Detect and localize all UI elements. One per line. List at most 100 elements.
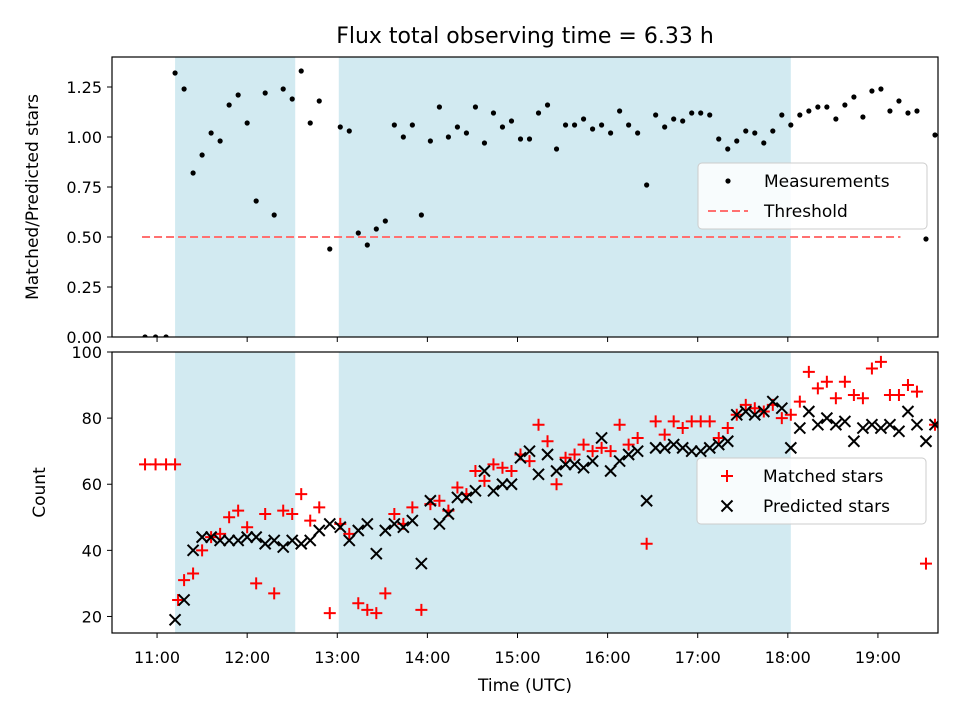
matched-star-point <box>295 488 308 501</box>
matched-star-point <box>415 603 428 616</box>
x-tick-label: 14:00 <box>404 648 450 667</box>
legend-label: Matched stars <box>763 467 883 487</box>
matched-star-point <box>820 375 833 388</box>
matched-star-point <box>523 455 536 468</box>
predicted-star-point <box>838 415 852 428</box>
measurement-point <box>932 132 938 138</box>
top-y-tick-label: 0.50 <box>66 228 102 247</box>
measurement-point <box>544 102 551 108</box>
measurement-point <box>698 110 704 116</box>
bottom-observing-interval-0 <box>175 352 296 633</box>
matched-star-point <box>811 382 824 395</box>
predicted-star-point <box>496 478 509 491</box>
predicted-star-point <box>295 537 308 550</box>
matched-star-point <box>343 527 356 540</box>
top-legend: Measurements Threshold <box>697 162 928 230</box>
measurement-point <box>662 124 668 130</box>
measurement-point <box>553 146 560 152</box>
predicted-star-point <box>613 454 626 468</box>
matched-star-point <box>223 511 236 524</box>
measurement-point <box>508 118 515 124</box>
predicted-star-point <box>323 517 336 531</box>
matched-star-point <box>361 603 374 616</box>
legend-predicted-marker <box>720 499 734 513</box>
top-y-tick-label: 0.00 <box>66 328 102 347</box>
x-tick-label: 11:00 <box>134 648 180 667</box>
matched-star-point <box>487 458 500 471</box>
measurement-point <box>382 218 388 224</box>
top-y-tick-label: 1.25 <box>66 78 102 97</box>
measurement-point <box>490 110 497 116</box>
measurement-point <box>707 112 713 118</box>
predicted-star-point <box>415 557 428 570</box>
matched-star-point <box>568 448 581 461</box>
predicted-star-point <box>222 534 236 547</box>
predicted-star-point <box>249 530 263 544</box>
measurement-point <box>418 212 424 218</box>
predicted-star-point <box>748 408 761 422</box>
matched-star-point <box>478 474 491 487</box>
matched-star-point <box>721 422 734 435</box>
matched-star-point <box>622 438 635 451</box>
predicted-star-point <box>433 517 446 531</box>
matched-star-point <box>739 398 752 411</box>
predicted-star-point <box>204 530 218 544</box>
matched-star-point <box>169 458 182 471</box>
measurement-point <box>797 112 803 118</box>
predicted-star-point <box>667 438 680 451</box>
measurement-point <box>409 122 415 128</box>
measurement-point <box>307 120 313 126</box>
predicted-star-point <box>820 411 834 425</box>
measurement-point <box>580 116 587 122</box>
matched-star-point <box>748 402 761 415</box>
measurement-point <box>680 118 686 124</box>
measurement-point <box>761 140 767 146</box>
matched-star-point <box>586 445 599 458</box>
top-plot-area <box>142 68 938 337</box>
measurement-point <box>598 122 605 128</box>
measurement-point <box>770 128 776 134</box>
matched-star-point <box>250 577 263 590</box>
predicted-star-point <box>730 408 743 422</box>
predicted-star-point <box>304 534 317 547</box>
measurement-point <box>262 90 268 96</box>
predicted-star-point <box>694 444 707 458</box>
matched-star-point <box>919 557 932 570</box>
predicted-star-point <box>559 458 572 471</box>
predicted-star-point <box>586 454 599 468</box>
predicted-star-point <box>649 441 662 455</box>
measurement-point <box>689 110 695 116</box>
predicted-star-point <box>712 438 725 451</box>
top-y-axis-label: Matched/Predicted stars <box>23 94 43 300</box>
matched-star-point <box>865 362 878 375</box>
matched-star-point <box>550 478 563 491</box>
x-tick-label: 19:00 <box>855 648 901 667</box>
matched-star-point <box>577 438 590 451</box>
matched-star-point <box>658 428 671 441</box>
measurement-point <box>436 104 442 110</box>
measurement-point <box>499 124 506 130</box>
measurement-point <box>152 334 159 337</box>
predicted-star-point <box>811 418 825 431</box>
measurement-point <box>869 88 875 94</box>
predicted-star-point <box>361 517 374 531</box>
measurement-point <box>298 68 304 74</box>
x-tick-label: 18:00 <box>765 648 811 667</box>
matched-star-point <box>187 567 200 580</box>
predicted-star-point <box>352 524 365 537</box>
bottom-y-axis-label: Count <box>30 467 50 518</box>
matched-star-point <box>802 365 815 378</box>
measurement-point <box>833 116 839 122</box>
matched-star-point <box>829 392 842 405</box>
measurement-point <box>671 116 677 122</box>
predicted-star-point <box>379 524 392 537</box>
legend-measurement-marker <box>725 178 731 184</box>
predicted-star-point <box>514 451 527 464</box>
matched-star-point <box>631 431 644 444</box>
predicted-star-point <box>847 435 861 448</box>
matched-star-point <box>149 458 162 471</box>
predicted-star-point <box>631 444 644 458</box>
measurement-point <box>635 130 641 136</box>
predicted-star-point <box>856 421 870 435</box>
x-axis-label: Time (UTC) <box>477 676 572 696</box>
